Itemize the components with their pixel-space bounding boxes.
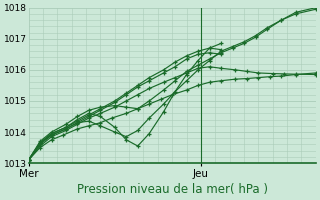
X-axis label: Pression niveau de la mer( hPa ): Pression niveau de la mer( hPa ) bbox=[77, 183, 268, 196]
